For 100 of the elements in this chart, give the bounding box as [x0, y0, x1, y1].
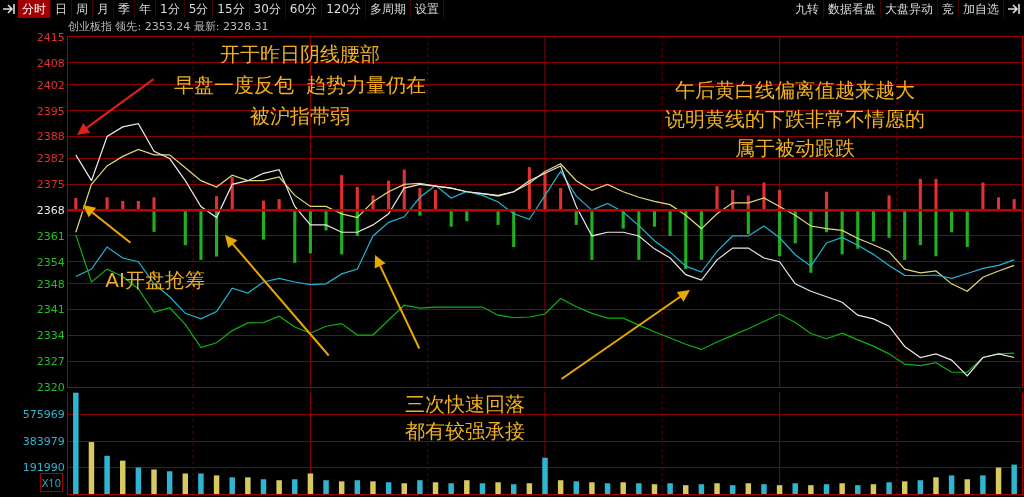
bar: [636, 483, 642, 494]
bar: [385, 482, 392, 494]
bar: [762, 182, 766, 211]
y-tick-label: 2334: [36, 329, 65, 343]
bar: [276, 480, 282, 494]
bar: [980, 475, 986, 494]
bar: [338, 481, 345, 494]
bar: [433, 189, 438, 211]
y-tick-label: 2402: [36, 78, 65, 92]
y-tick-label: 2388: [36, 130, 65, 144]
bar: [870, 484, 877, 494]
bar: [964, 479, 970, 494]
bar: [808, 485, 814, 494]
bar: [198, 473, 204, 494]
bar: [901, 481, 908, 494]
text: 九转 数据看盘 大盘异动 竞 加自选: [794, 1, 1000, 18]
bar: [559, 188, 563, 211]
bar: [933, 477, 939, 494]
bar: [557, 480, 564, 494]
y-tick-label: 191990: [22, 461, 65, 475]
bar: [199, 210, 203, 260]
bar: [918, 210, 922, 246]
bar: [917, 480, 924, 494]
line-series: [75, 234, 1015, 373]
y-tick-label: 2320: [36, 380, 65, 394]
bar: [776, 485, 783, 494]
bar: [948, 475, 955, 494]
bar: [183, 210, 187, 246]
bar: [934, 178, 938, 211]
bar: [981, 182, 985, 211]
bar: [307, 473, 314, 494]
bar: [105, 197, 109, 211]
bar: [464, 480, 470, 494]
bar: [510, 484, 517, 494]
bar: [152, 210, 156, 232]
bar: [182, 473, 189, 494]
bar: [746, 210, 750, 235]
bar: [729, 485, 736, 494]
bar: [152, 197, 156, 211]
annotation: 开于昨日阴线腰部: [220, 42, 380, 66]
bar: [213, 475, 220, 494]
y-tick-label: 575969: [22, 408, 65, 422]
y-tick-label: 2348: [36, 277, 65, 291]
bar: [340, 175, 344, 211]
text: X10: [42, 475, 61, 490]
bar: [604, 483, 611, 494]
bar: [652, 210, 657, 227]
y-tick-label: 2327: [36, 355, 65, 369]
bar: [839, 483, 845, 494]
bar: [950, 210, 954, 233]
bar: [667, 483, 673, 494]
bar: [73, 392, 79, 494]
bar: [589, 482, 595, 494]
bar: [261, 210, 266, 240]
annotation: 午后黄白线偏离值越来越大: [675, 78, 915, 102]
y-tick-label: 2415: [36, 30, 65, 44]
bar: [166, 471, 173, 494]
bar: [683, 485, 689, 494]
bar: [871, 210, 875, 242]
text: 创业板指 领先: 2353.24 最新: 2328.31: [68, 19, 269, 34]
bar: [918, 178, 922, 211]
bar: [714, 483, 720, 494]
bar: [903, 210, 907, 260]
bar: [1011, 464, 1017, 494]
y-tick-label: 2395: [36, 104, 65, 118]
y-tick-label: 2408: [36, 56, 65, 70]
bar: [88, 442, 95, 494]
y-tick-label: 2368: [36, 204, 65, 218]
bar: [651, 484, 658, 494]
bar: [620, 482, 626, 494]
bar: [479, 483, 486, 494]
bar: [215, 210, 219, 257]
y-tick-label: 2375: [36, 178, 65, 192]
bar: [698, 484, 705, 494]
bar: [887, 210, 891, 238]
bar: [496, 210, 500, 225]
bar: [495, 482, 501, 494]
bar: [323, 480, 329, 494]
y-tick-label: 2341: [36, 303, 65, 317]
bar: [745, 483, 752, 494]
bar: [542, 457, 548, 494]
bar: [354, 480, 361, 494]
annotation: 三次快速回落: [405, 392, 525, 416]
bar: [965, 210, 969, 247]
bar: [995, 467, 1002, 494]
bar: [260, 479, 267, 494]
bar: [699, 210, 703, 260]
bar: [104, 455, 110, 494]
bar: [512, 210, 516, 247]
bar: [886, 482, 892, 494]
bar: [401, 483, 407, 494]
y-tick-label: 383979: [22, 434, 65, 448]
bar: [448, 483, 454, 494]
bar: [761, 484, 767, 494]
y-tick-label: 2354: [36, 255, 65, 269]
bar: [245, 477, 251, 494]
bar: [934, 210, 938, 257]
bar: [855, 485, 861, 494]
bar: [526, 483, 533, 494]
bar: [292, 479, 298, 494]
